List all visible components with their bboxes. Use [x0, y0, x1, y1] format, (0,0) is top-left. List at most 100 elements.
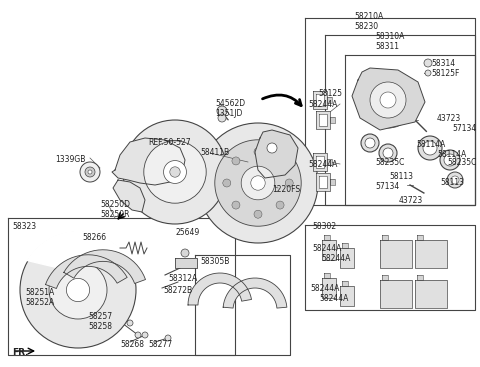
Polygon shape	[223, 278, 287, 308]
Polygon shape	[340, 286, 354, 306]
Circle shape	[223, 179, 231, 187]
Circle shape	[20, 232, 136, 348]
Circle shape	[444, 154, 456, 166]
Text: 1351JD: 1351JD	[215, 109, 242, 118]
Text: 43723: 43723	[437, 114, 461, 123]
Circle shape	[218, 114, 226, 122]
Text: 58411B: 58411B	[200, 148, 229, 157]
Circle shape	[165, 335, 171, 341]
Text: 25649: 25649	[175, 228, 199, 237]
Text: 58310A: 58310A	[375, 32, 404, 41]
Circle shape	[85, 167, 95, 177]
Polygon shape	[342, 281, 348, 286]
Circle shape	[144, 141, 206, 203]
Polygon shape	[330, 117, 335, 123]
Text: 58114A: 58114A	[416, 140, 445, 149]
Polygon shape	[327, 97, 332, 103]
Text: 58250R: 58250R	[100, 210, 130, 219]
Polygon shape	[188, 273, 252, 305]
Circle shape	[254, 148, 262, 156]
Circle shape	[447, 172, 463, 188]
Circle shape	[123, 120, 227, 224]
Circle shape	[360, 72, 416, 128]
Text: 58235C: 58235C	[447, 158, 476, 167]
Polygon shape	[330, 179, 335, 185]
Polygon shape	[327, 159, 332, 165]
Text: 58250D: 58250D	[100, 200, 130, 209]
Text: 58302: 58302	[312, 222, 336, 231]
Polygon shape	[175, 258, 197, 268]
Circle shape	[241, 166, 275, 200]
Circle shape	[276, 157, 284, 165]
Polygon shape	[255, 130, 298, 178]
Circle shape	[142, 332, 148, 338]
Polygon shape	[352, 68, 425, 130]
Circle shape	[254, 210, 262, 218]
Polygon shape	[324, 273, 330, 278]
Polygon shape	[313, 153, 327, 171]
Text: 58251A: 58251A	[25, 288, 54, 297]
Text: 58244A: 58244A	[308, 100, 337, 109]
Circle shape	[451, 176, 459, 184]
Circle shape	[49, 261, 107, 319]
Text: 1220FS: 1220FS	[272, 185, 300, 194]
Circle shape	[80, 162, 100, 182]
Text: 43723: 43723	[399, 196, 423, 205]
Text: 58114A: 58114A	[437, 150, 466, 159]
Circle shape	[217, 106, 227, 116]
Polygon shape	[313, 91, 327, 109]
Text: 58125F: 58125F	[431, 69, 459, 78]
Circle shape	[440, 150, 460, 170]
Text: 58125: 58125	[318, 89, 342, 98]
Text: 58235C: 58235C	[375, 158, 404, 167]
Circle shape	[198, 123, 318, 243]
Circle shape	[365, 138, 375, 148]
Circle shape	[380, 92, 396, 108]
Polygon shape	[319, 114, 327, 126]
Circle shape	[127, 320, 133, 326]
Circle shape	[425, 70, 431, 76]
Text: 58311: 58311	[375, 42, 399, 51]
Text: 58244A: 58244A	[310, 284, 339, 293]
Text: 58272B: 58272B	[163, 286, 192, 295]
Polygon shape	[417, 275, 423, 280]
Circle shape	[383, 148, 393, 158]
Circle shape	[251, 176, 265, 190]
Text: 58305B: 58305B	[200, 257, 229, 266]
Polygon shape	[340, 248, 354, 268]
Circle shape	[276, 201, 284, 209]
Polygon shape	[322, 278, 336, 298]
Circle shape	[164, 160, 186, 184]
Circle shape	[379, 144, 397, 162]
Polygon shape	[415, 280, 447, 308]
Circle shape	[181, 249, 189, 257]
Circle shape	[66, 279, 90, 302]
Polygon shape	[316, 156, 324, 168]
Text: 58244A: 58244A	[312, 244, 341, 253]
Circle shape	[370, 82, 406, 118]
Text: 58266: 58266	[82, 233, 106, 242]
Circle shape	[361, 134, 379, 152]
Text: 58312A: 58312A	[168, 274, 197, 283]
Circle shape	[232, 157, 240, 165]
Polygon shape	[380, 280, 412, 308]
Polygon shape	[415, 240, 447, 268]
Text: 57134: 57134	[375, 182, 399, 191]
Text: 58323: 58323	[12, 222, 36, 231]
Polygon shape	[324, 235, 330, 240]
Text: 58210A: 58210A	[354, 12, 383, 21]
Polygon shape	[319, 176, 327, 188]
Circle shape	[424, 59, 432, 67]
Circle shape	[232, 201, 240, 209]
Polygon shape	[417, 235, 423, 240]
Text: 58277: 58277	[148, 340, 172, 349]
Text: 1339GB: 1339GB	[55, 155, 85, 164]
Text: 58113: 58113	[440, 178, 464, 187]
Circle shape	[418, 136, 442, 160]
Text: 58244A: 58244A	[321, 254, 350, 263]
Text: 58257: 58257	[88, 312, 112, 321]
Text: 54562D: 54562D	[215, 99, 245, 108]
Polygon shape	[380, 240, 412, 268]
Circle shape	[88, 170, 92, 174]
Text: 58268: 58268	[120, 340, 144, 349]
